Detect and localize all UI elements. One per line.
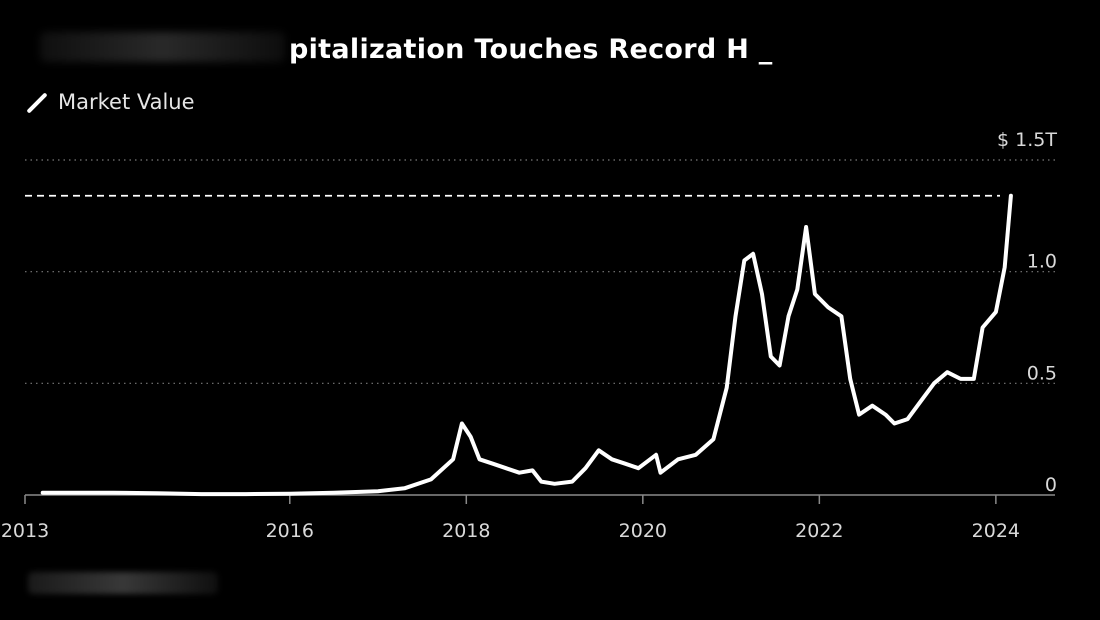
y-tick-label: 1.0 [1027, 251, 1057, 273]
blurred-title-prefix [40, 32, 285, 62]
x-tick-label: 2020 [619, 520, 667, 542]
blurred-source-text [28, 572, 218, 594]
legend-label: Market Value [58, 90, 195, 114]
title-cutoff: _ [749, 34, 773, 65]
x-tick-label: 2022 [795, 520, 843, 542]
source-note [28, 572, 218, 595]
chart-title: pitalization Touches Record H _ [40, 32, 773, 65]
x-tick-label: 2018 [442, 520, 490, 542]
legend: Market Value [26, 90, 195, 114]
chart-title-text: pitalization Touches Record H [289, 34, 750, 65]
series-line-0 [40, 193, 1013, 497]
x-tick-label: 2013 [1, 520, 49, 542]
y-tick-label: $ 1.5T [997, 129, 1057, 151]
y-tick-label: 0 [1045, 474, 1057, 496]
y-tick-label: 0.5 [1027, 362, 1057, 384]
x-tick-label: 2024 [972, 520, 1020, 542]
x-tick-label: 2016 [266, 520, 314, 542]
